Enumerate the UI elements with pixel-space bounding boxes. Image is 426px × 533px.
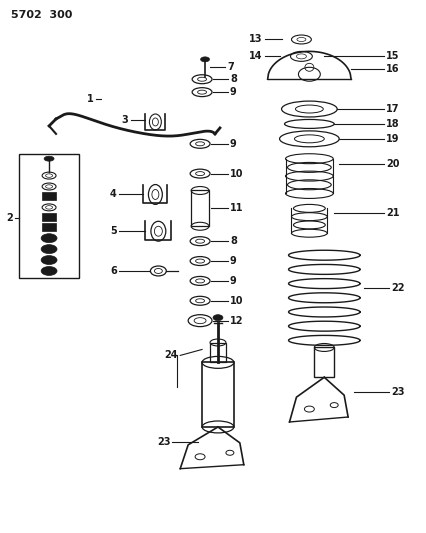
- Text: 9: 9: [229, 256, 236, 266]
- Text: 24: 24: [164, 350, 178, 360]
- Bar: [42, 213, 56, 221]
- Text: 10: 10: [229, 296, 243, 306]
- Bar: [201, 362, 233, 427]
- Text: 23: 23: [156, 437, 170, 447]
- Text: 13: 13: [249, 35, 262, 44]
- Text: 21: 21: [385, 208, 398, 219]
- Ellipse shape: [200, 57, 209, 62]
- Text: 15: 15: [385, 51, 398, 61]
- Text: 4: 4: [109, 189, 116, 199]
- Text: 5702  300: 5702 300: [12, 10, 72, 20]
- Text: 11: 11: [229, 204, 243, 213]
- Text: 9: 9: [229, 276, 236, 286]
- Text: 10: 10: [229, 168, 243, 179]
- Text: 9: 9: [229, 139, 236, 149]
- Text: 2: 2: [6, 213, 13, 223]
- Ellipse shape: [41, 233, 57, 243]
- Bar: [210, 343, 225, 362]
- Text: 5: 5: [109, 226, 116, 236]
- Ellipse shape: [41, 266, 57, 276]
- Text: 9: 9: [229, 87, 236, 97]
- Text: 17: 17: [385, 104, 398, 114]
- Bar: [19, 154, 79, 278]
- Text: 14: 14: [249, 51, 262, 61]
- Bar: [42, 223, 56, 231]
- Text: 12: 12: [229, 316, 243, 326]
- Text: 1: 1: [87, 94, 94, 104]
- Ellipse shape: [44, 156, 54, 161]
- Text: 22: 22: [390, 283, 403, 293]
- Text: 8: 8: [229, 236, 236, 246]
- Ellipse shape: [41, 255, 57, 264]
- Bar: [191, 190, 209, 227]
- Bar: [42, 192, 56, 200]
- Ellipse shape: [41, 245, 57, 254]
- Text: 3: 3: [121, 115, 128, 125]
- Ellipse shape: [213, 314, 222, 321]
- Text: 7: 7: [226, 62, 233, 72]
- Text: 8: 8: [229, 74, 236, 84]
- Text: 20: 20: [385, 159, 398, 168]
- Text: 16: 16: [385, 64, 398, 74]
- Bar: [314, 348, 334, 377]
- Text: 19: 19: [385, 134, 398, 144]
- Text: 23: 23: [390, 387, 403, 397]
- Text: 6: 6: [109, 266, 116, 276]
- Text: 18: 18: [385, 119, 399, 129]
